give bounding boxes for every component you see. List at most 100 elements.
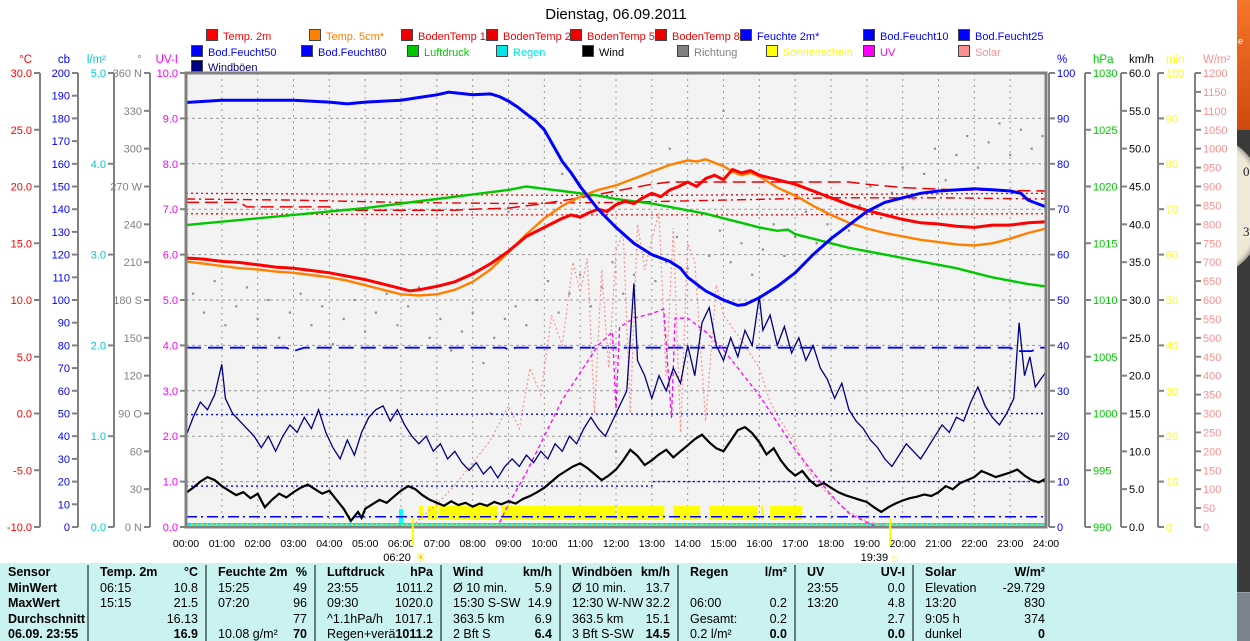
tick-label-degC: 30.0 [11,68,32,80]
table-group-unit: °C [183,565,198,579]
richtung-dot [342,317,345,321]
tick-label-cb: 100 [52,295,70,307]
sunset-icon: □ [892,554,898,563]
richtung-dot [722,109,725,112]
legend-item-feuchte-2m-[interactable]: Feuchte 2m* [740,29,819,43]
legend-swatch-icon [766,45,778,57]
legend-swatch-icon [486,29,498,41]
legend-swatch-icon [309,29,321,41]
richtung-dot [192,292,195,295]
tick-label-wm2: 100 [1203,484,1221,496]
table-group-name: Temp. 2m [100,565,158,579]
axis-deg: 360 N 330 300 270 W 240 210 180 S 150 120 90 O 60 3… [110,54,151,534]
tick-label-wm2: 0 [1203,522,1209,534]
table-cell-value: 2.7 [887,611,905,626]
legend-item-temp-2m[interactable]: Temp. 2m [206,29,271,43]
tick-label-min: 80 [1166,159,1178,171]
tick-label-kmh: 20.0 [1129,371,1150,383]
richtung-dot [489,412,492,415]
legend-label: BodenTemp 80 [672,31,746,43]
tick-label-wm2: 1100 [1203,106,1227,118]
table-cell: Gesamt: 0.2 [678,612,795,628]
x-tick-label: 13:00 [639,538,665,550]
tick-label-kmh: 50.0 [1129,144,1150,156]
tick-label-uvi: 9.0 [163,113,178,125]
legend-label: Temp. 5cm* [326,31,385,43]
daylight-time-label: 06:20 [383,552,411,563]
legend-item-sonnenschein[interactable]: Sonnenschein [766,45,853,59]
tick-label-min: 20 [1166,431,1178,443]
table-group-header: Wind km/h [441,565,560,581]
legend-item-regen[interactable]: Regen [496,45,545,59]
table-cell-sublabel: Gesamt: [690,611,738,626]
table-cell-value: 1020.0 [394,596,433,611]
x-tick-label: 16:00 [746,538,772,550]
x-tick-label: 00:00 [173,538,199,550]
richtung-dot [525,324,528,327]
legend-item-richtung[interactable]: Richtung [677,45,737,59]
table-separator [314,565,316,641]
tick-label-wm2: 200 [1203,446,1221,458]
legend-label: Bod.Feucht25 [975,31,1044,43]
tick-label-deg: 150 [124,333,142,345]
legend-swatch-icon [958,45,970,57]
legend-item-bodentemp-80[interactable]: BodenTemp 80 [655,29,746,43]
table-cell-value: 70 [293,627,307,641]
table-cell-sublabel: 06:00 [690,596,722,611]
legend-item-temp-5cm-[interactable]: Temp. 5cm* [309,29,385,43]
table-cell-value: 6.4 [534,627,552,641]
legend-swatch-icon [582,45,594,57]
tick-label-uvi: 10.0 [157,68,178,80]
background-window-titlebar [1237,0,1250,130]
tick-label-wm2: 500 [1203,333,1221,345]
tick-label-hpa: 1030 [1093,68,1117,80]
table-group-header: Solar W/m² [913,565,1053,581]
table-cell-value: 4.8 [887,596,905,611]
richtung-dot [654,279,657,283]
tick-label-degC: 15.0 [11,238,32,250]
richtung-dot [740,242,743,245]
table-group-unit: km/h [640,565,670,579]
tick-label-wm2: 300 [1203,409,1221,421]
tick-label-degC: 5.0 [17,352,32,364]
tick-label-uvi: 6.0 [163,250,178,262]
background-window[interactable]: e 0 3 [1237,0,1250,641]
legend-item-solar[interactable]: Solar [958,45,1001,59]
sunshine-bar [616,506,665,520]
tick-label-pct: 80 [1057,159,1069,171]
sunshine-bar [761,506,764,520]
legend-item-bodentemp-25[interactable]: BodenTemp 25 [486,29,577,43]
table-cell: Ø 10 min. 13.7 [560,581,678,597]
table-cell: dunkel 0 [913,627,1053,641]
table-cell-value: -29.729 [1002,580,1045,595]
legend-item-wind[interactable]: Wind [582,45,624,59]
x-tick-label: 20:00 [890,538,916,550]
legend-item-uv[interactable]: UV [863,45,895,59]
richtung-dot [697,286,700,289]
table-cell-sublabel: 363.5 km [572,611,624,626]
legend-item-bodentemp-50[interactable]: BodenTemp 50 [570,29,661,43]
table-cell: 23:55 0.0 [795,581,913,597]
table-group-unit: hPa [410,565,433,579]
tick-label-cb: 110 [52,272,70,284]
richtung-dot [890,191,894,194]
table-row-label: MaxWert [8,596,60,611]
tick-label-uvi: 3.0 [163,386,178,398]
legend-item-bod-feucht50[interactable]: Bod.Feucht50 [191,45,277,59]
tick-label-degC: 20.0 [11,182,32,194]
legend-item-bod-feucht80[interactable]: Bod.Feucht80 [301,45,387,59]
legend-item-bod-feucht10[interactable]: Bod.Feucht10 [863,29,949,43]
table-cell-value: 0 [1038,627,1045,641]
legend-swatch-icon [191,45,203,57]
table-cell-sublabel: 0.2 l/m² [690,627,732,641]
bodentemp-80-line [185,213,1047,216]
legend-item-bodentemp-10[interactable]: BodenTemp 10 [401,29,492,43]
table-cell-sublabel: 13:20 [807,596,839,611]
table-cell: 15:30 S-SW 14.9 [441,596,560,612]
axis-unit-kmh: km/h [1129,54,1154,66]
richtung-dot [622,292,625,295]
legend-swatch-icon [496,45,508,57]
legend-item-luftdruck[interactable]: Luftdruck [407,45,469,59]
legend-item-bod-feucht25[interactable]: Bod.Feucht25 [958,29,1044,43]
tick-label-hpa: 1000 [1093,409,1117,421]
